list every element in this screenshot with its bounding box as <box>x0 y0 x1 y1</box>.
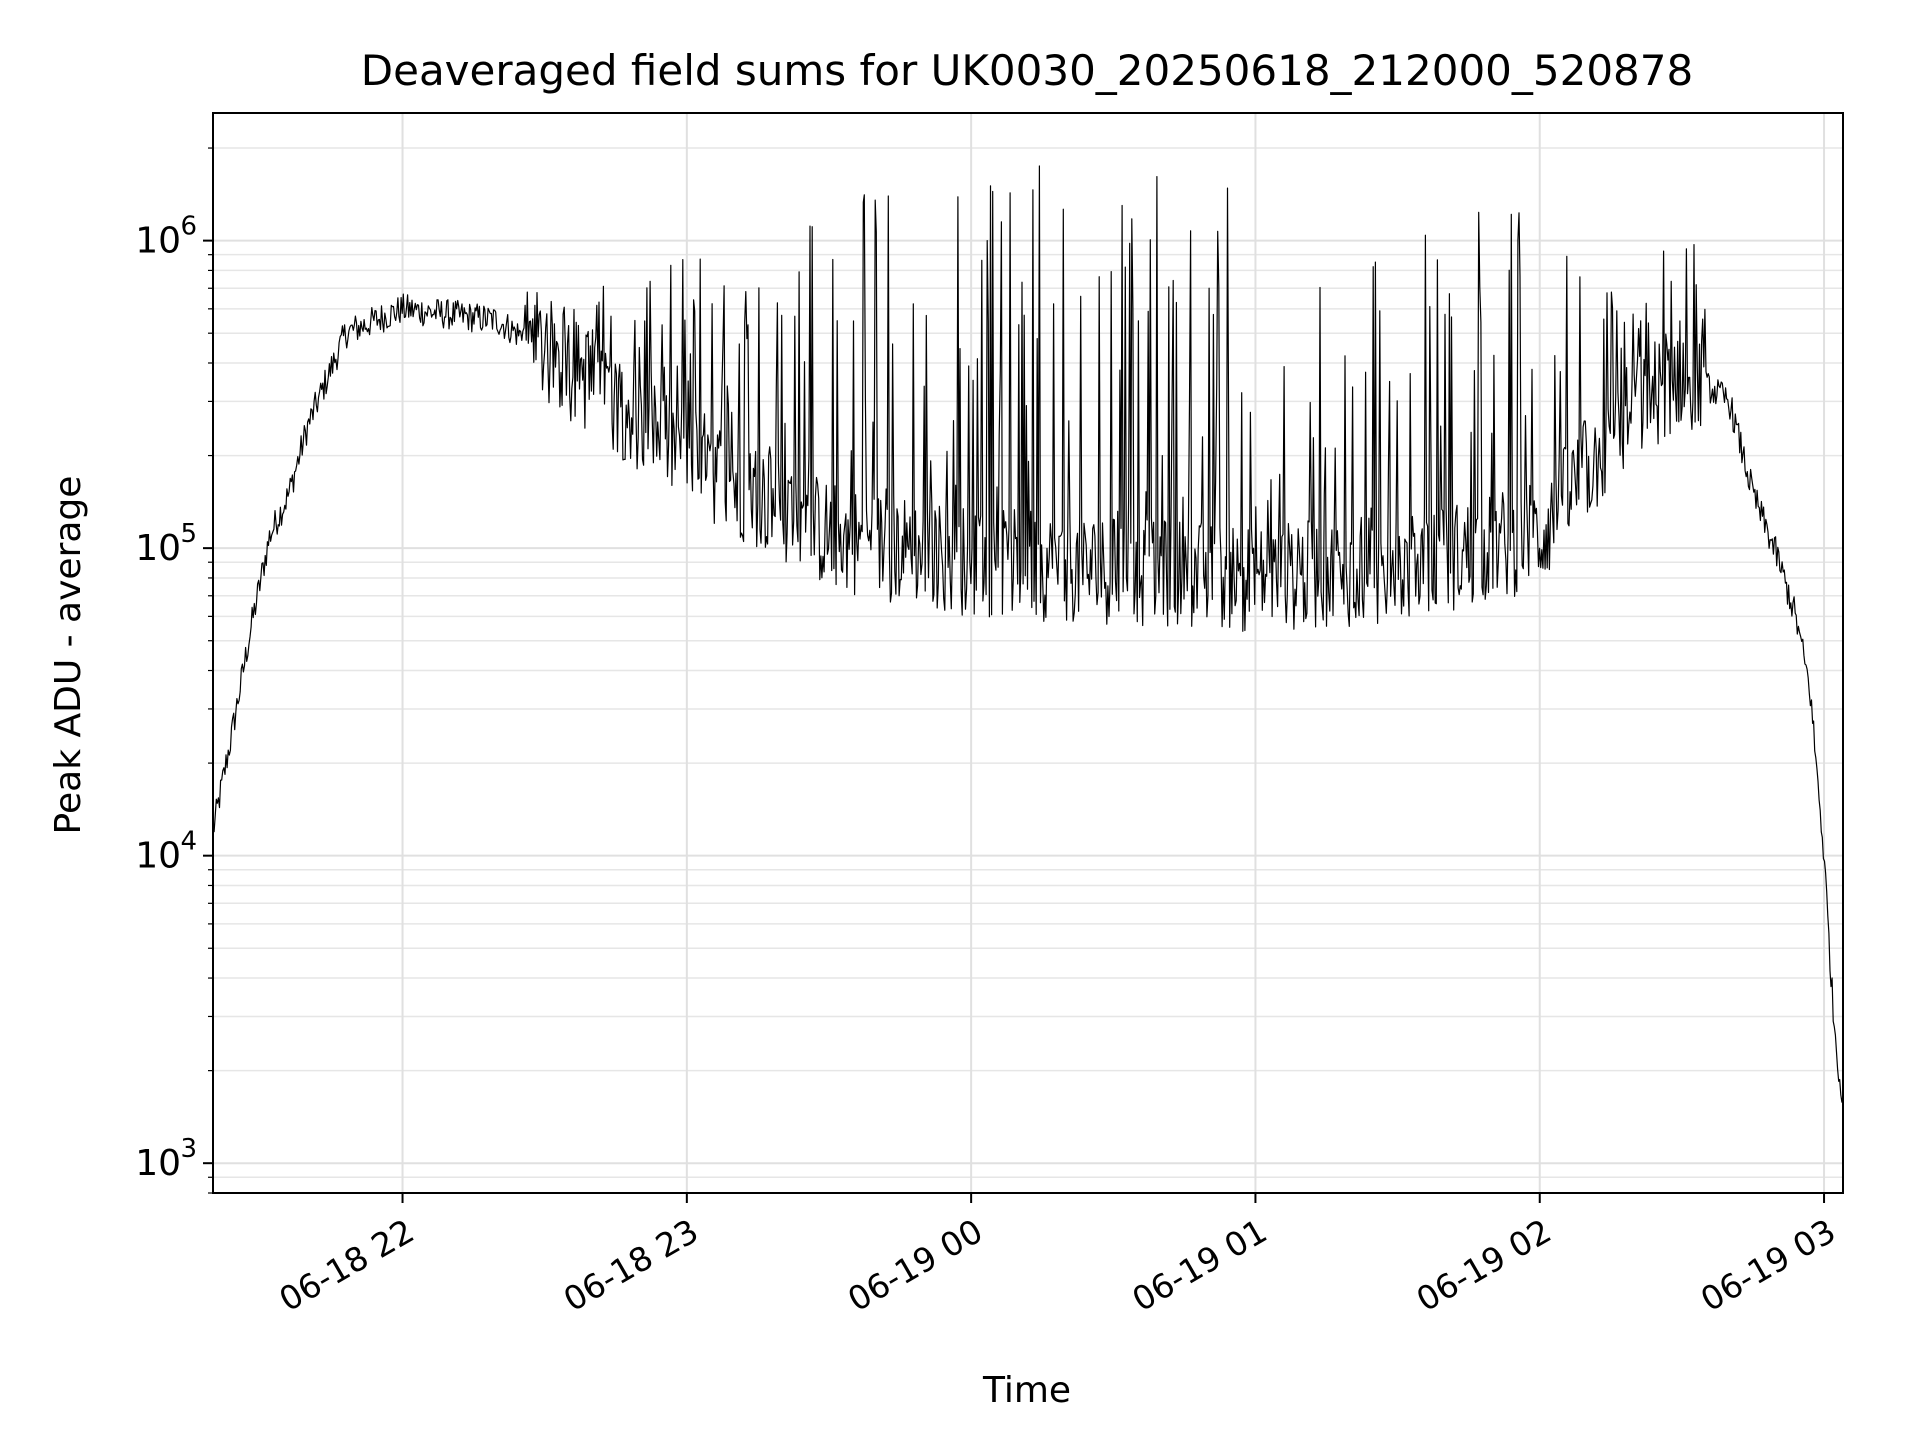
y-tick-exponent: 3 <box>180 1134 197 1164</box>
grid <box>208 113 1843 1194</box>
y-tick-exponent: 6 <box>180 212 197 242</box>
series-line <box>212 165 1844 1103</box>
chart-title: Deaveraged field sums for UK0030_2025061… <box>361 46 1693 95</box>
x-axis-label: Time <box>982 1370 1071 1411</box>
axes-frame <box>212 112 1844 1194</box>
y-tick-label: 10 <box>135 836 181 877</box>
y-tick-label: 10 <box>135 221 181 262</box>
y-tick-exponent: 4 <box>180 827 197 857</box>
y-axis-label: Peak ADU - average <box>48 476 89 835</box>
y-tick-label: 10 <box>135 528 181 569</box>
y-tick-label: 10 <box>135 1143 181 1184</box>
plot-area <box>212 165 1844 1103</box>
y-tick-exponent: 5 <box>180 519 197 549</box>
